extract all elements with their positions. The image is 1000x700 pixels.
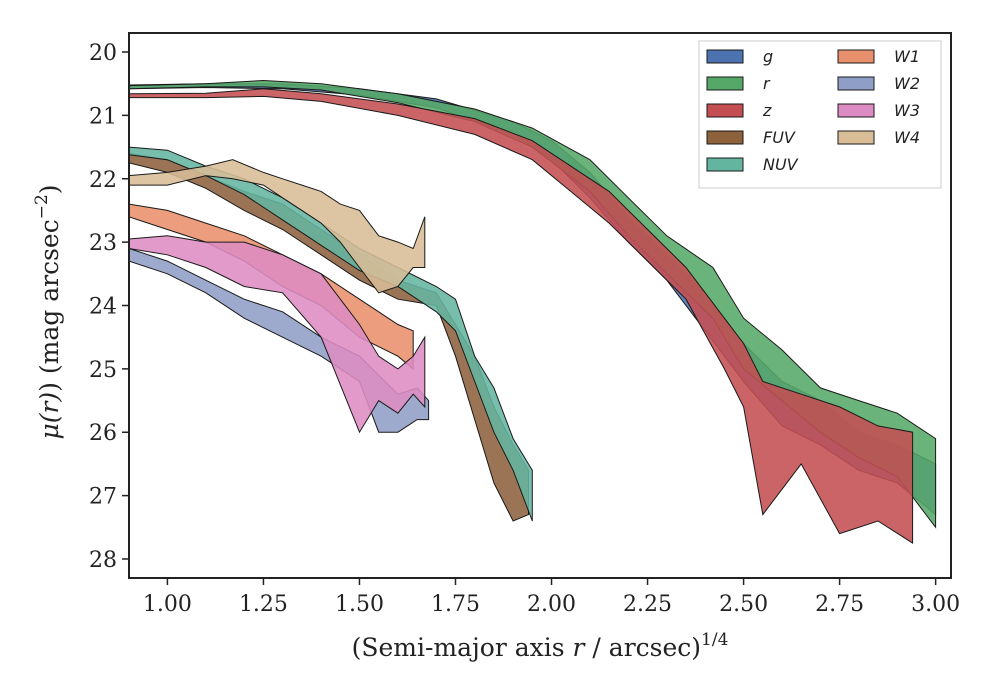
legend-label: z [762,101,772,120]
legend-swatch [706,76,744,91]
y-tick-label: 25 [89,358,117,383]
y-axis-label: μ(r)) (mag arcsec−2) [32,184,64,439]
legend-swatch [837,76,875,91]
x-tick-label: 2.75 [815,592,864,617]
y-tick-label: 23 [89,231,117,256]
x-tick-label: 1.25 [239,592,288,617]
legend-label: NUV [763,155,799,174]
legend-swatch [837,130,875,145]
legend-item-w4: W4 [837,128,920,147]
legend-label: g [763,47,773,66]
legend-label: FUV [763,128,796,147]
legend-item-nuv: NUV [706,155,799,174]
band-w3 [129,235,426,434]
legend-swatch [706,103,744,118]
legend-label: W1 [894,47,920,66]
legend-label: W4 [894,128,920,147]
x-tick-label: 1.50 [335,592,384,617]
legend-label: W2 [894,74,920,93]
y-tick-label: 28 [89,548,117,573]
legend-swatch [706,49,744,64]
y-tick-label: 20 [89,41,117,66]
x-tick-label: 1.75 [431,592,480,617]
legend-swatch [706,157,744,172]
x-axis-label: (Semi-major axis r / arcsec)1/4 [352,630,729,662]
y-axis: 20 21 22 23 24 25 26 27 28 [89,41,129,573]
legend-item-w1: W1 [837,47,920,66]
legend-item-r: r [706,74,771,93]
x-tick-label: 3.00 [911,592,960,617]
legend-item-g: g [706,47,773,66]
y-tick-label: 26 [89,421,117,446]
y-tick-label: 27 [89,485,117,510]
y-tick-label: 24 [89,295,117,320]
legend-item-fuv: FUV [706,128,796,147]
band-z [129,88,914,545]
legend-swatch [706,130,744,145]
legend-item-w2: W2 [837,74,920,93]
y-tick-label: 21 [89,104,117,129]
band-w4 [129,159,426,294]
legend-label: r [763,74,771,93]
legend-label: W3 [894,101,920,120]
legend-item-w3: W3 [837,101,920,120]
x-tick-label: 2.50 [719,592,768,617]
x-tick-label: 2.00 [527,592,576,617]
legend-swatch [837,49,875,64]
x-tick-label: 1.00 [143,592,192,617]
series-layer [129,79,937,545]
legend-swatch [837,103,875,118]
x-axis: 1.00 1.25 1.50 1.75 2.00 2.25 2.50 2.75 3.00 [143,578,960,617]
band-w2 [129,247,430,433]
x-tick-label: 2.25 [623,592,672,617]
legend-item-z: z [706,101,772,120]
y-tick-label: 22 [89,168,117,193]
legend: grz FUV NUV W1 W2 W3 W4 [698,40,942,189]
